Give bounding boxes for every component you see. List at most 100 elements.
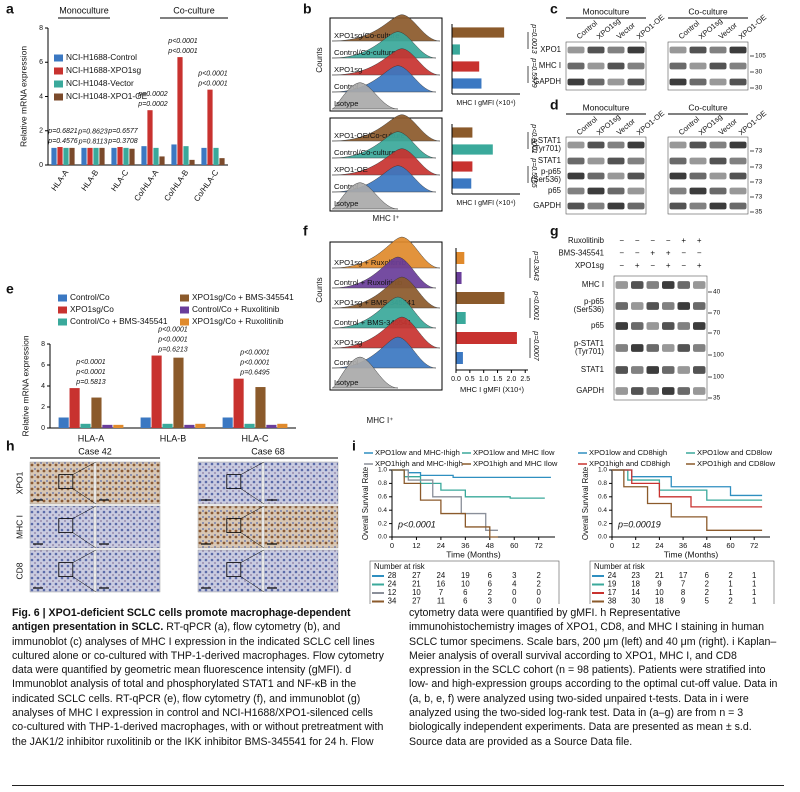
p-value: p<0.0001 [530,123,537,153]
risk-count: 3 [512,571,516,580]
bar [117,147,123,165]
y-axis-label: Overall Survival Rate [361,467,370,540]
x-tick-label: 2.5 [520,376,530,383]
blot-band [689,141,707,149]
treatment-sign: + [681,236,686,245]
histogram [331,296,437,329]
treatment-sign: + [666,249,671,258]
blot-band [631,302,644,310]
blot-band [615,281,628,289]
blot-band [567,187,585,195]
bar [159,156,165,165]
blot-row-label: p-p65 [541,167,562,176]
survival-curve [612,469,763,531]
treatment-sign: + [635,261,640,270]
x-tick-label: 36 [461,541,469,550]
y-tick-label: 8 [41,341,45,348]
bar [452,27,505,38]
mw-marker: 73 [755,164,763,171]
risk-count: 28 [388,571,397,580]
y-tick-label: 1.0 [598,467,607,474]
blot-band [662,344,675,352]
legend-label: XPO1high and CD8low [697,459,776,468]
mw-marker: 70 [713,330,721,337]
axis-label: MHC I gMFI (×10⁴) [456,200,515,207]
x-tick-label: 0.0 [451,376,461,383]
blot-row-label: XPO1 [540,45,561,54]
risk-count: 2 [728,571,732,580]
panel-letter: i [352,438,356,454]
treatment-sign: − [681,261,686,270]
legend-label: XPO1low and MHC Ilow [473,448,555,457]
x-axis-label: Time (Months) [664,549,719,559]
group-header: Co-culture [688,6,727,16]
y-tick-label: 0.4 [378,507,387,514]
blot-band [587,187,605,195]
y-tick-label: 0.8 [598,480,607,487]
panel-letter: g [550,223,559,239]
y-tick-label: 6 [41,362,45,369]
x-tick-label: 0.5 [465,376,475,383]
blot-frame [667,136,749,215]
ihc-row-label: XPO1 [14,471,24,494]
hist-label: XPO1sg + Ruxolitinib [334,258,406,267]
blot-band [615,302,628,310]
y-tick-label: 0.6 [598,494,607,501]
risk-count: 2 [537,571,541,580]
risk-count: 0 [512,597,517,604]
y-tick-label: 0.6 [378,494,387,501]
hist-label: Control [334,82,359,91]
risk-count: 24 [437,571,446,580]
treatment-label: Ruxolitinib [568,236,605,245]
treatment-sign: − [619,236,624,245]
zoom-line [240,505,265,519]
blot-band [631,366,644,374]
y-tick-label: 8 [39,25,43,32]
blot-band [615,344,628,352]
x-tick-label: 1.0 [479,376,489,383]
blot-band [729,172,747,180]
hist-label: XPO1sg [334,338,362,347]
bar [58,417,69,428]
risk-count: 1 [752,571,756,580]
blot-band [627,78,645,86]
blot-band [567,46,585,54]
blot-band [631,281,644,289]
bar [201,147,207,165]
x-tick-label: 1.5 [493,376,503,383]
ihc-row-label: CD8 [14,562,24,579]
x-label: MHC I⁺ [367,416,394,425]
hist-label: XPO1sg [334,65,362,74]
blot-band [567,141,585,149]
blot-band [662,387,675,395]
risk-count: 2 [537,580,541,589]
blot-row-label: (Tyr701) [532,144,561,153]
bar [69,388,80,428]
bar [456,252,465,264]
p-value: p=0.0007 [532,330,539,361]
legend-label: NCI-H1688-Control [66,52,137,62]
histogram [331,276,441,309]
legend-label: XPO1high and MHC Ilow [473,459,558,468]
group-header: Co-culture [173,5,215,15]
blot-band [662,322,675,330]
x-tick-label: HLA-C [109,168,130,193]
x-tick-label: 2.0 [507,376,517,383]
p-value: p=0.0002 [137,101,167,108]
risk-count: 0 [537,588,542,597]
zoom-line [240,576,265,593]
p-value: p<0.0001 [239,359,269,366]
bar [244,423,255,428]
risk-count: 19 [461,571,470,580]
treatment-sign: + [650,249,655,258]
legend-label: NCI-H1688-XPO1sg [66,65,142,75]
ihc-image [263,505,339,549]
risk-count: 6 [488,571,492,580]
bar [183,146,189,165]
legend-swatch [180,318,189,326]
risk-count: 2 [488,588,492,597]
risk-count: 7 [439,588,443,597]
histogram [331,356,399,389]
ihc-image [263,461,339,505]
